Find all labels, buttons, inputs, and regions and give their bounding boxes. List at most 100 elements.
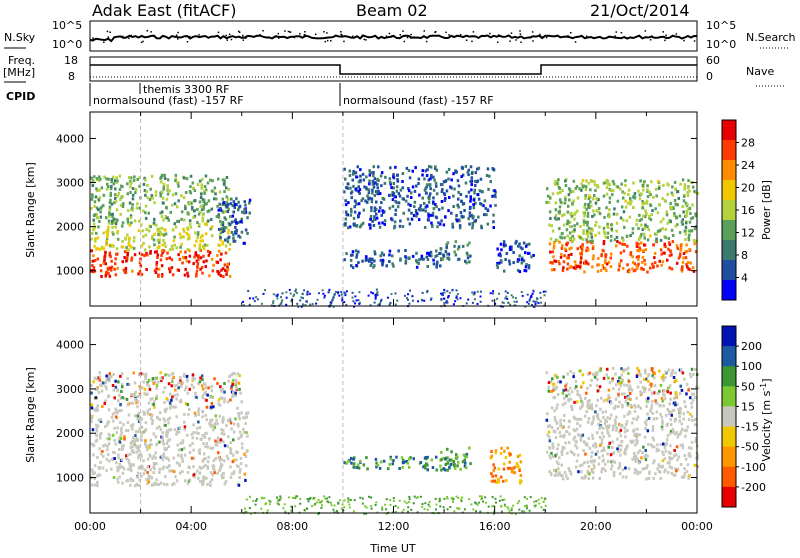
rti-cell [687, 267, 690, 271]
rti-cell [592, 197, 595, 201]
rti-cell [114, 225, 117, 229]
rti-cell [547, 385, 550, 389]
rti-cell [195, 274, 198, 278]
rti-cell [548, 242, 552, 246]
rti-cell [206, 243, 209, 247]
rti-cell [327, 290, 330, 293]
rti-cell [173, 384, 176, 388]
rti-cell [635, 396, 638, 400]
rti-cell [126, 209, 130, 213]
rti-cell [423, 299, 426, 302]
rti-cell [635, 243, 639, 246]
rti-cell [219, 396, 222, 400]
rti-cell [690, 440, 694, 444]
rti-cell [116, 231, 119, 235]
colorbar-tick-label: 15 [741, 400, 755, 413]
rti-cell [394, 165, 397, 169]
rti-cell [343, 167, 346, 171]
rti-cell [456, 203, 459, 207]
rti-cell [489, 204, 492, 208]
rti-cell [121, 260, 124, 264]
rti-cell [175, 397, 178, 401]
rti-cell [198, 200, 202, 204]
rti-cell [415, 496, 418, 499]
rti-cell [671, 193, 675, 197]
rti-cell [581, 401, 584, 405]
rti-cell [162, 417, 166, 421]
noise-point [540, 35, 542, 37]
rti-cell [559, 424, 562, 428]
rti-cell [98, 433, 102, 437]
rti-cell [347, 201, 350, 205]
rti-cell [149, 397, 152, 401]
noise-left-tick-bottom: 10^0 [52, 38, 82, 51]
rti-cell [572, 190, 575, 193]
rti-cell [132, 178, 136, 182]
rti-cell [363, 185, 366, 189]
rti-cell [166, 216, 169, 220]
rti-cell [608, 200, 611, 204]
rti-cell [426, 508, 429, 511]
rti-cell [621, 403, 624, 407]
rti-cell [165, 441, 169, 445]
rti-cell [143, 392, 146, 396]
rti-cell [573, 224, 576, 228]
rti-cell [427, 200, 431, 204]
rti-cell [204, 413, 208, 417]
rti-cell [575, 185, 579, 189]
rti-cell [597, 417, 600, 421]
rti-cell [171, 228, 175, 232]
rti-cell [430, 173, 433, 177]
noise-point [289, 31, 291, 33]
rti-cell [112, 182, 116, 186]
rti-cell [440, 200, 444, 203]
rti-cell [635, 469, 639, 473]
rti-cell [90, 197, 94, 201]
rti-cell [110, 180, 113, 184]
rti-cell [116, 469, 119, 473]
rti-cell [661, 427, 664, 431]
rti-cell [687, 474, 691, 478]
x-tick-label: 20:00 [580, 520, 612, 533]
rti-cell [162, 452, 165, 456]
rti-cell [668, 457, 672, 461]
rti-cell [492, 479, 495, 483]
rti-cell [566, 372, 569, 376]
rti-cell [111, 212, 114, 216]
rti-cell [212, 466, 215, 470]
rti-cell [248, 211, 251, 215]
noise-point [293, 36, 296, 39]
rti-cell [100, 275, 103, 278]
rti-cell [439, 464, 442, 468]
rti-cell [215, 197, 218, 201]
rti-cell [210, 389, 214, 393]
rti-cell [140, 455, 143, 459]
rti-cell [355, 299, 358, 302]
rti-cell [624, 466, 627, 470]
rti-cell [664, 443, 667, 447]
rti-cell [138, 427, 142, 431]
rti-cell [186, 482, 190, 486]
rti-cell [580, 247, 584, 251]
rti-cell [237, 424, 240, 428]
noise-point [585, 35, 588, 37]
rti-cell [202, 477, 205, 481]
rti-cell [160, 264, 164, 268]
nave-tick-top: 60 [706, 54, 720, 67]
rti-cell [681, 218, 685, 222]
rti-cell [315, 501, 318, 504]
rti-cell [574, 429, 577, 433]
rti-cell [210, 418, 214, 422]
rti-cell [500, 446, 503, 450]
rti-cell [209, 395, 213, 399]
rti-cell [591, 257, 595, 261]
rti-cell [121, 245, 125, 249]
rti-cell [579, 397, 583, 400]
rti-cell [666, 192, 669, 196]
rti-cell [158, 418, 161, 421]
rti-cell [682, 417, 685, 421]
rti-cell [170, 469, 173, 473]
rti-cell [675, 445, 679, 449]
rti-cell [545, 450, 549, 454]
noise-point [403, 40, 406, 43]
